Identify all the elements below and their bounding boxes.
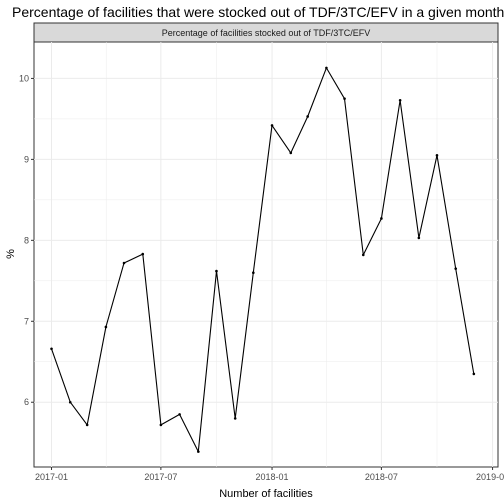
- plot-panel: [33, 41, 499, 468]
- data-point: [289, 151, 293, 155]
- data-point: [435, 154, 439, 157]
- data-point: [380, 217, 383, 220]
- data-point: [417, 236, 421, 240]
- data-point: [50, 347, 53, 351]
- data-point: [306, 115, 309, 118]
- data-point: [122, 261, 126, 265]
- y-tick-label: 9: [24, 154, 29, 164]
- y-tick-label: 8: [24, 235, 29, 245]
- data-point: [472, 372, 476, 376]
- data-point: [159, 423, 163, 427]
- data-point: [270, 124, 274, 127]
- x-axis-label: Number of facilities: [219, 488, 313, 500]
- data-point: [178, 413, 181, 416]
- data-point: [85, 423, 89, 427]
- series-line: [50, 67, 475, 453]
- data-point: [252, 271, 255, 275]
- data-point: [398, 98, 402, 102]
- y-tick-label: 6: [24, 397, 29, 407]
- data-point: [325, 66, 328, 70]
- y-tick-label: 10: [19, 73, 29, 83]
- data-point: [361, 253, 365, 257]
- data-point: [454, 267, 458, 270]
- x-tick-label: 2018-07: [365, 472, 398, 482]
- data-point: [233, 417, 237, 420]
- chart-title: Percentage of facilities that were stock…: [12, 4, 504, 20]
- data-point: [141, 252, 145, 256]
- facet-label: Percentage of facilities stocked out of …: [162, 28, 370, 38]
- x-tick-label: 2017-01: [35, 472, 68, 482]
- x-tick-label: 2018-01: [256, 472, 289, 482]
- y-tick-label: 7: [24, 316, 29, 326]
- x-tick-label: 2019-01: [476, 472, 504, 482]
- data-point: [343, 97, 346, 100]
- data-point: [68, 400, 72, 404]
- x-tick-label: 2017-07: [144, 472, 177, 482]
- data-point: [215, 269, 218, 273]
- data-point: [197, 450, 200, 453]
- y-axis-label: %: [5, 249, 17, 259]
- gridlines: [34, 42, 498, 467]
- axis-ticks: 6 7 8 9 10 2017-01 2017-07 2018-01 2018-07 2019-0…: [19, 73, 504, 482]
- data-series: [50, 66, 476, 453]
- data-point: [104, 325, 108, 329]
